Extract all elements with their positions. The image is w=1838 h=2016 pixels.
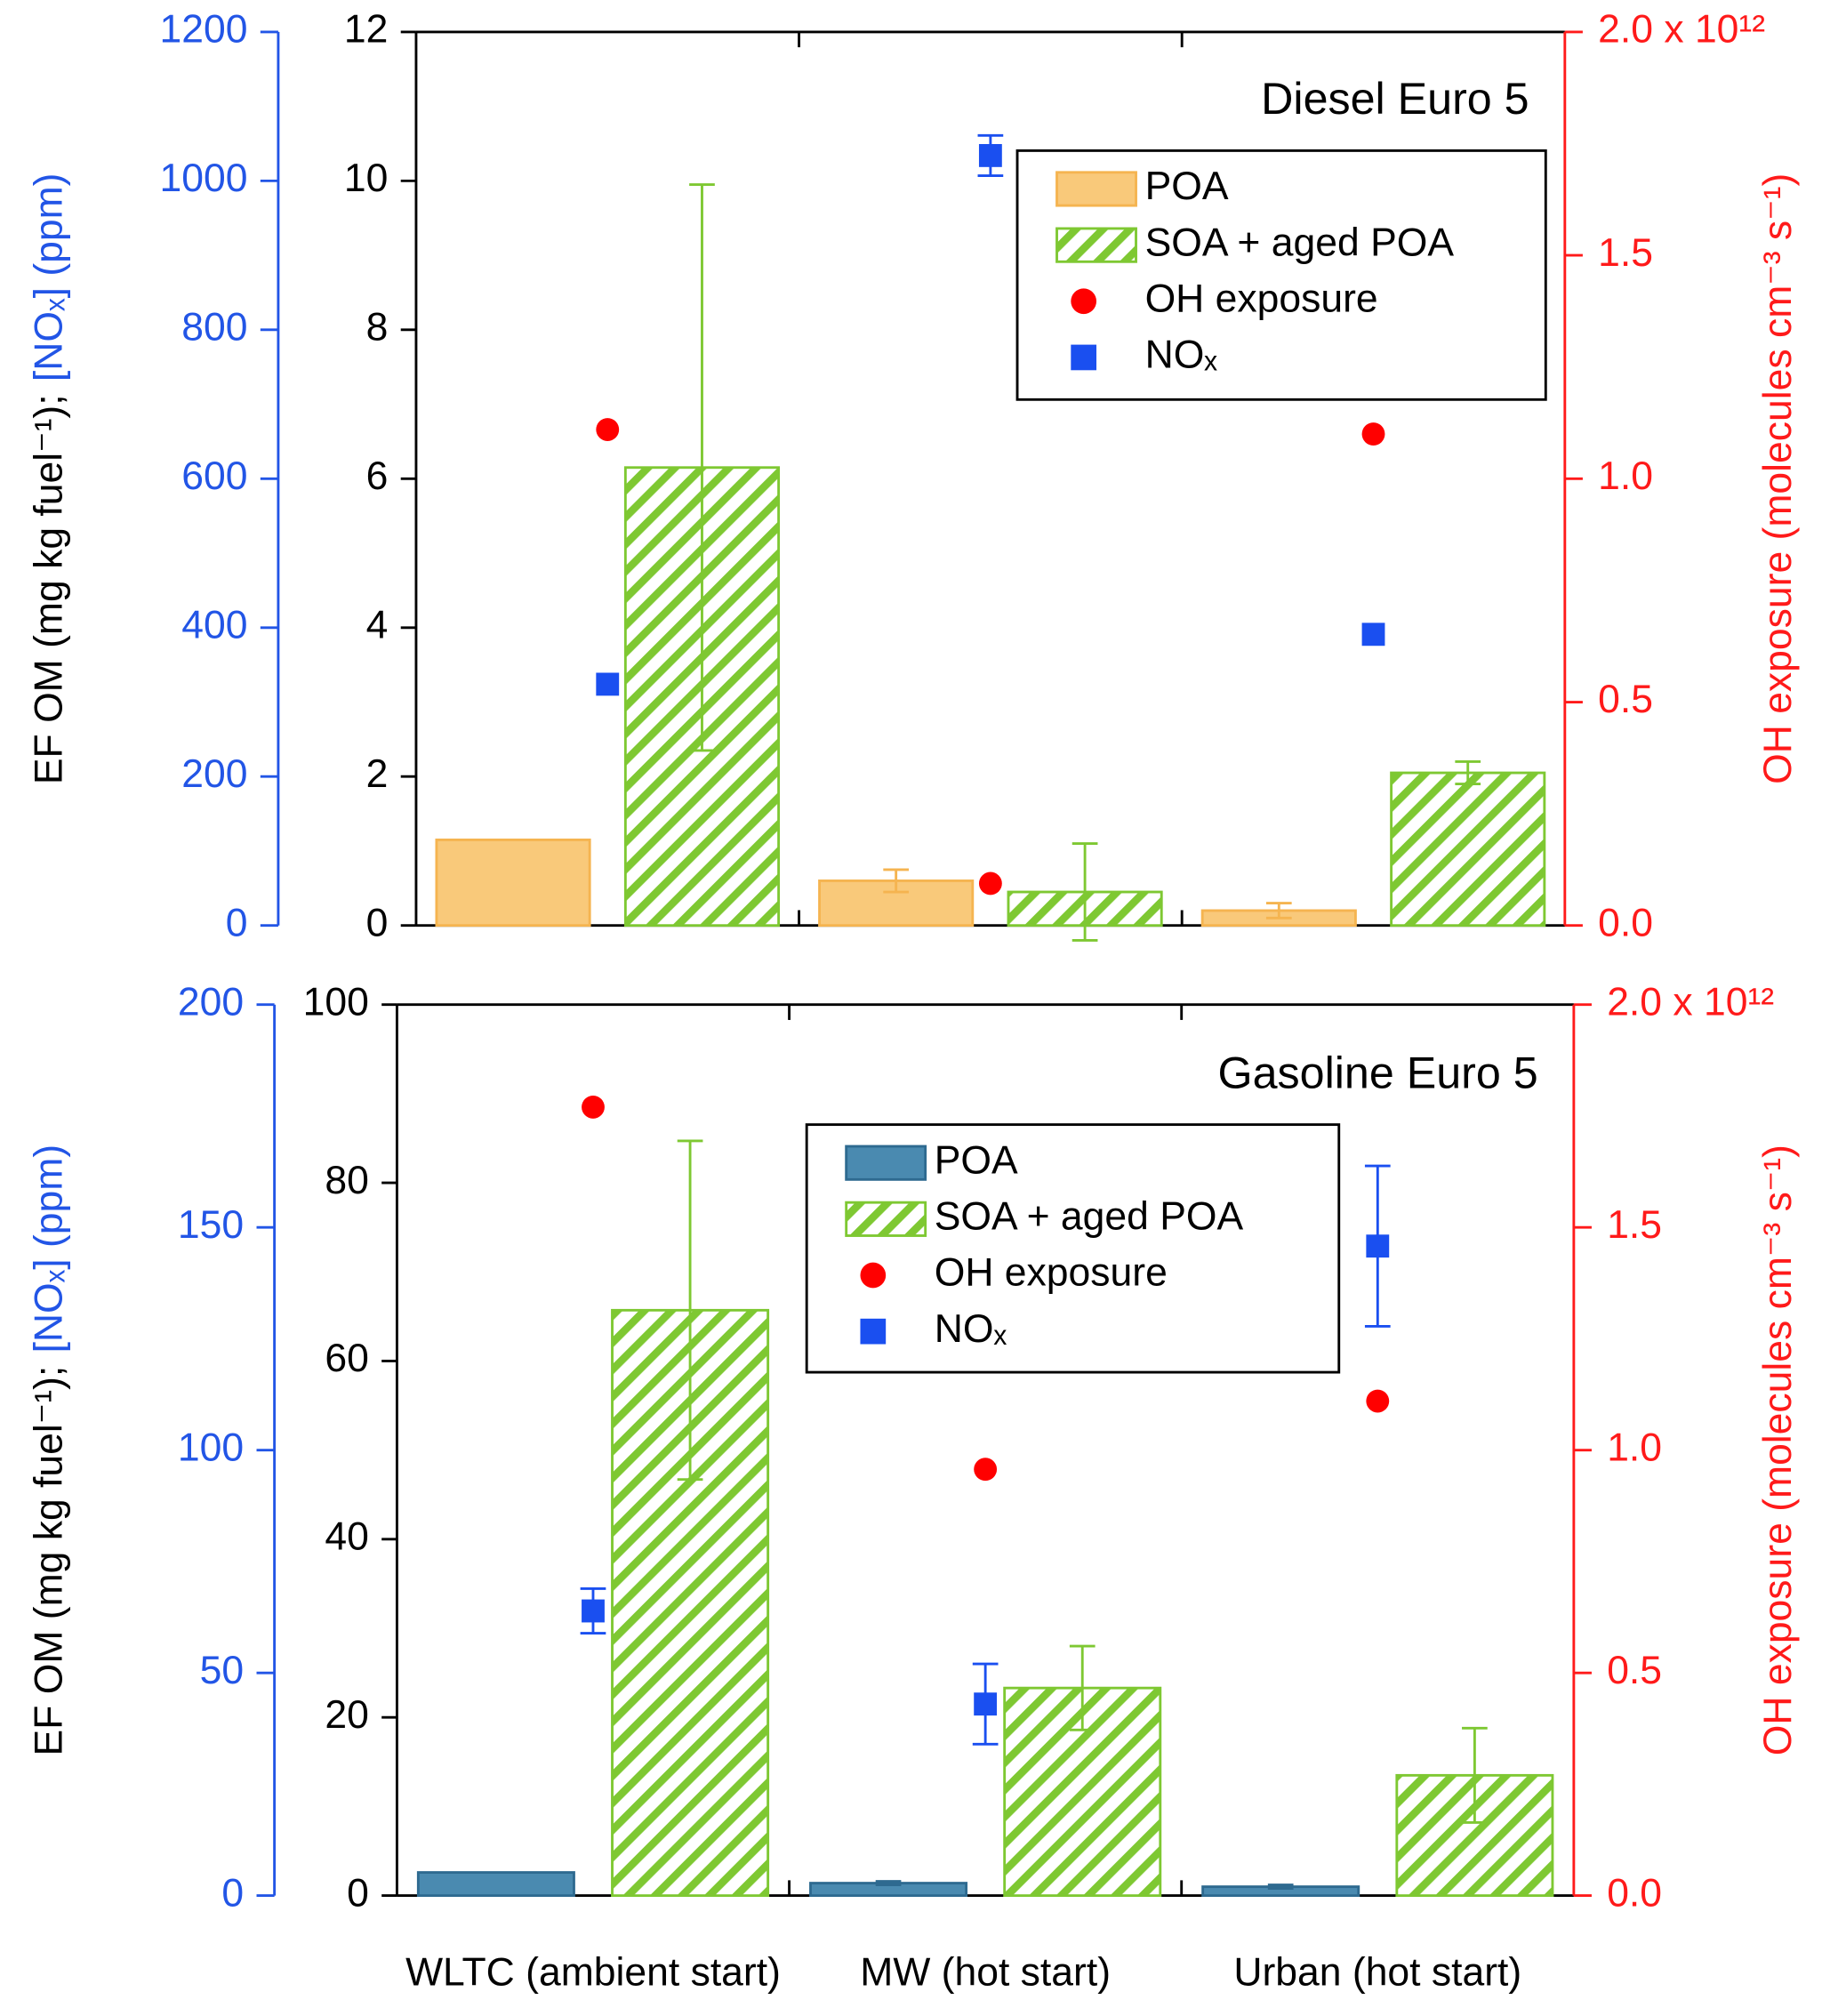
legend-label: NOₓ [1145, 333, 1218, 377]
y3-tick-label: 200 [178, 980, 244, 1024]
legend-swatch [860, 1262, 887, 1289]
y3-axis-label-part: [NOₓ] (ppm) [27, 173, 70, 382]
legend-label: OH exposure [1145, 277, 1378, 321]
y3-tick-label: 150 [178, 1203, 244, 1247]
panel-title: Gasoline Euro 5 [1218, 1048, 1538, 1097]
y-tick-label: 0 [366, 901, 389, 944]
oh-marker [978, 871, 1002, 896]
nox-marker [596, 672, 620, 696]
oh-marker [596, 418, 620, 441]
y3-tick-label: 600 [181, 454, 247, 498]
legend-label: POA [935, 1138, 1018, 1182]
y-tick-label: 2 [366, 752, 389, 796]
nox-marker [978, 143, 1002, 167]
y2-axis-label: OH exposure (molecules cm⁻³ s⁻¹) [1756, 1145, 1800, 1755]
y-tick-label: 0 [347, 1871, 369, 1915]
y-tick-label: 40 [325, 1515, 368, 1559]
y3-tick-label: 800 [181, 306, 247, 349]
y-axis-label-part: EF OM (mg kg fuel⁻¹); [27, 394, 70, 784]
nox-marker [974, 1692, 998, 1716]
oh-marker [974, 1458, 998, 1482]
oh-marker [582, 1095, 605, 1119]
legend-swatch [1071, 344, 1097, 371]
legend-label: SOA + aged POA [1145, 221, 1455, 264]
y-axis-label: EF OM (mg kg fuel⁻¹); [NOₓ] (ppm) [27, 1145, 70, 1756]
y3-tick-label: 0 [226, 901, 248, 944]
legend-swatch [1055, 227, 1137, 263]
legend-label: NOₓ [935, 1307, 1007, 1351]
legend-swatch [1071, 288, 1097, 315]
x-tick-label: MW (hot start) [860, 1950, 1111, 1994]
y2-tick-label: 0.5 [1607, 1649, 1662, 1692]
y2-tick-label: 0.0 [1598, 901, 1653, 944]
bar [435, 838, 591, 928]
y2-tick-label: 0.0 [1607, 1871, 1662, 1915]
legend-swatch [845, 1145, 927, 1181]
nox-marker [582, 1599, 605, 1623]
panel-title: Diesel Euro 5 [1261, 74, 1529, 124]
y3-tick-label: 0 [221, 1871, 244, 1915]
y-tick-label: 80 [325, 1159, 368, 1202]
y2-tick-label: 1.5 [1607, 1203, 1662, 1247]
y2-tick-label: 1.0 [1598, 454, 1653, 498]
y3-tick-label: 1200 [160, 8, 248, 52]
y3-tick-label: 50 [200, 1649, 244, 1692]
y-axis-label-part: EF OM (mg kg fuel⁻¹); [27, 1366, 70, 1756]
y3-tick-label: 400 [181, 604, 247, 647]
y3-axis-label-part: [NOₓ] (ppm) [27, 1145, 70, 1353]
y-tick-label: 12 [344, 8, 388, 52]
y3-tick-label: 1000 [160, 157, 248, 200]
y3-tick-label: 100 [178, 1426, 244, 1469]
legend-label: OH exposure [935, 1251, 1168, 1295]
y3-tick-label: 200 [181, 752, 247, 796]
y-tick-label: 60 [325, 1337, 368, 1380]
legend-label: SOA + aged POA [935, 1195, 1244, 1239]
oh-marker [1366, 1389, 1390, 1413]
x-tick-label: WLTC (ambient start) [405, 1950, 781, 1994]
y-tick-label: 6 [366, 454, 389, 498]
y-tick-label: 20 [325, 1693, 368, 1737]
y-axis-label: EF OM (mg kg fuel⁻¹); [NOₓ] (ppm) [27, 173, 70, 784]
bar [416, 1871, 575, 1898]
nox-marker [1366, 1234, 1390, 1258]
legend-swatch [1055, 171, 1137, 207]
y2-tick-label: 1.0 [1607, 1426, 1662, 1469]
bar [1390, 771, 1546, 928]
y2-axis-label: OH exposure (molecules cm⁻³ s⁻¹) [1756, 173, 1800, 784]
legend-label: POA [1145, 165, 1229, 208]
x-tick-label: Urban (hot start) [1233, 1950, 1521, 1994]
nox-marker [1361, 622, 1385, 647]
y-tick-label: 8 [366, 306, 389, 349]
y2-tick-label: 2.0 x 10¹² [1598, 8, 1765, 52]
oh-marker [1361, 422, 1385, 446]
y-tick-label: 100 [303, 980, 369, 1024]
y-tick-label: 4 [366, 604, 389, 647]
legend-swatch [860, 1318, 887, 1345]
y-tick-label: 10 [344, 157, 388, 200]
y2-tick-label: 0.5 [1598, 678, 1653, 721]
legend-swatch [845, 1201, 927, 1237]
y2-tick-label: 1.5 [1598, 231, 1653, 275]
y2-tick-label: 2.0 x 10¹² [1607, 980, 1774, 1024]
